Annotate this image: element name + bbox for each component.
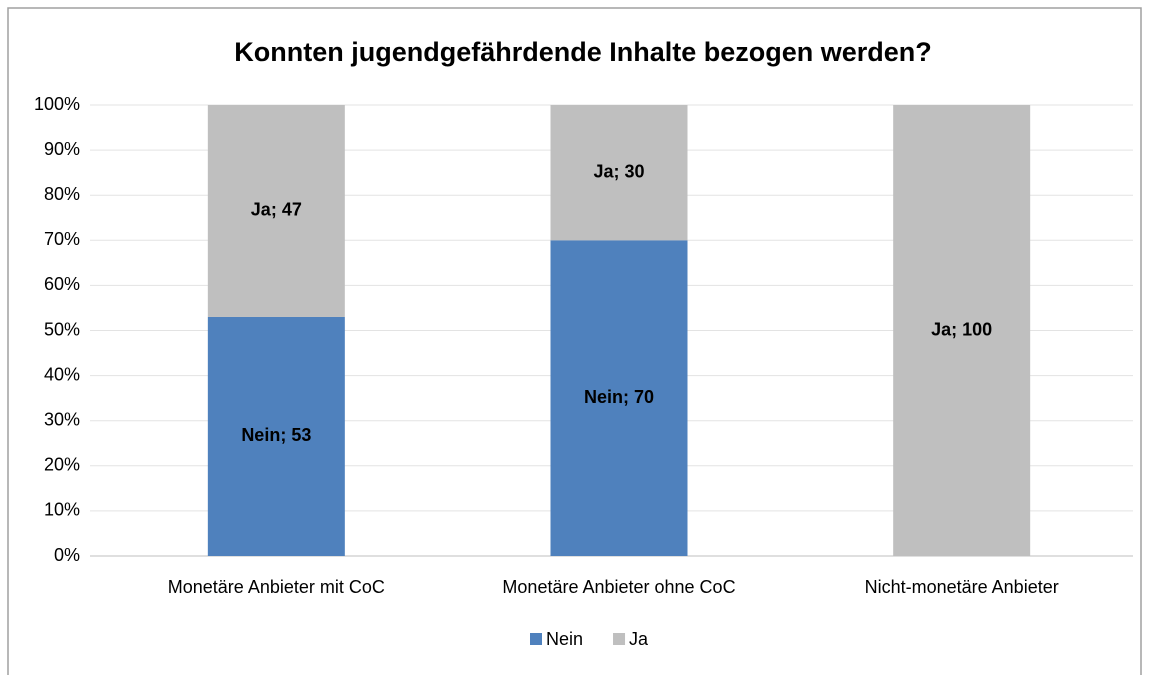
x-tick-label: Monetäre Anbieter mit CoC — [168, 577, 385, 597]
y-tick-label: 20% — [44, 455, 80, 475]
data-label: Ja; 47 — [251, 200, 302, 220]
data-label: Nein; 53 — [241, 425, 311, 445]
bar-segment — [550, 240, 688, 557]
data-label: Nein; 70 — [584, 387, 654, 407]
y-tick-label: 70% — [44, 229, 80, 249]
x-tick-label: Nicht-monetäre Anbieter — [865, 577, 1059, 597]
legend-label: Nein — [546, 629, 583, 649]
bar-segment — [207, 316, 345, 556]
y-tick-label: 80% — [44, 184, 80, 204]
bar-segment — [893, 105, 1031, 556]
chart-title: Konnten jugendgefährdende Inhalte bezoge… — [234, 37, 932, 67]
legend-swatch — [530, 633, 542, 645]
data-label: Ja; 30 — [593, 161, 644, 181]
chart-border — [7, 7, 1142, 675]
y-tick-label: 60% — [44, 274, 80, 294]
y-tick-label: 40% — [44, 364, 80, 384]
x-tick-label: Monetäre Anbieter ohne CoC — [502, 577, 735, 597]
data-label: Ja; 100 — [931, 319, 992, 339]
y-tick-label: 0% — [54, 545, 80, 565]
legend-label: Ja — [629, 629, 649, 649]
bar-segment — [550, 105, 688, 241]
y-tick-label: 50% — [44, 319, 80, 339]
legend-swatch — [613, 633, 626, 645]
y-tick-label: 100% — [34, 94, 80, 114]
y-tick-label: 90% — [44, 139, 80, 159]
bar-segment — [207, 105, 345, 317]
y-tick-label: 30% — [44, 409, 80, 429]
y-tick-label: 10% — [44, 500, 80, 520]
